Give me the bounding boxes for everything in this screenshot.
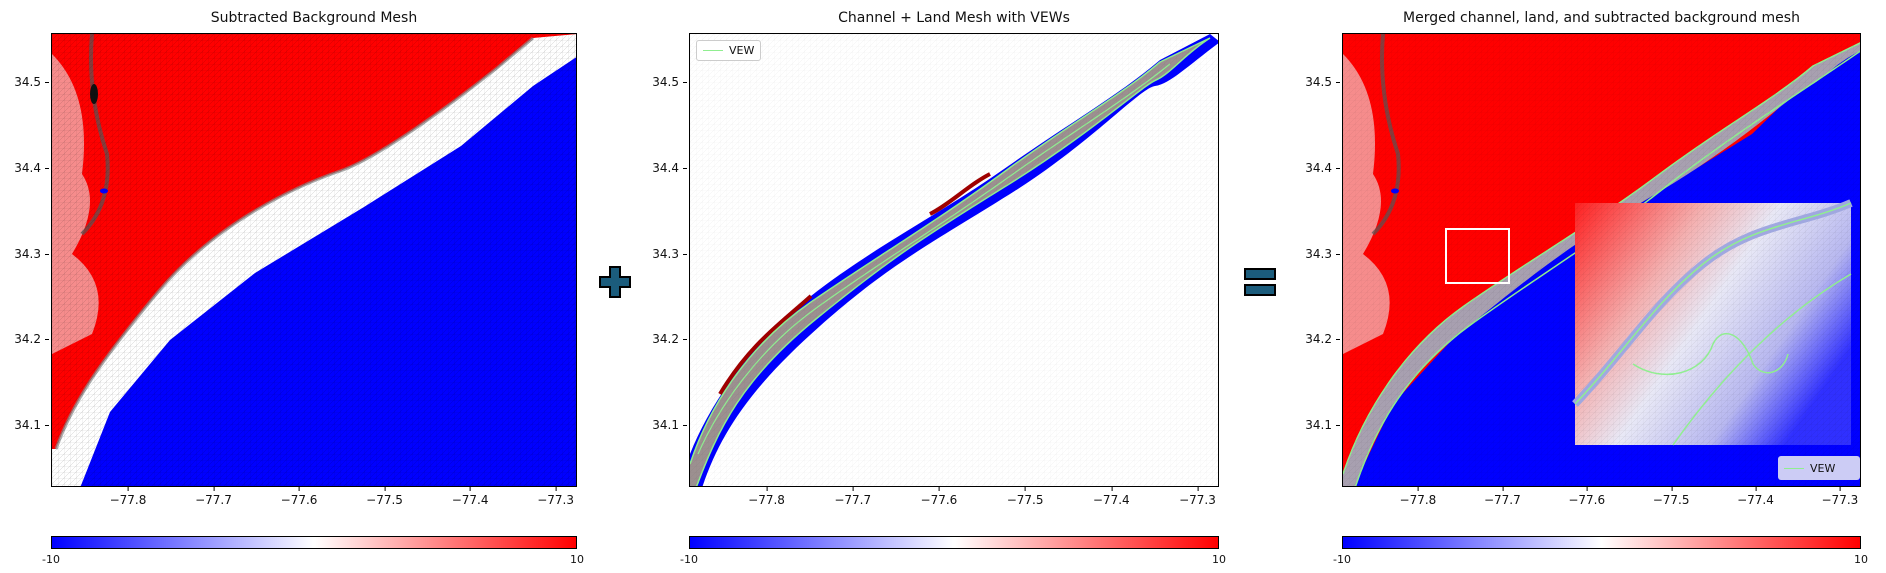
vew-line-swatch: [703, 50, 723, 51]
mesh-map: [690, 34, 1218, 486]
mesh-map: [1343, 34, 1860, 486]
colorbar-min-label: -10: [42, 553, 60, 566]
panel-title: Merged channel, land, and subtracted bac…: [1403, 10, 1800, 26]
y-tick-label: 34.5: [639, 75, 687, 89]
colorbar-min-label: -10: [680, 553, 698, 566]
y-tick-label: 34.4: [1, 161, 49, 175]
y-tick-label: 34.2: [1, 332, 49, 346]
x-tick-label: −77.4: [1737, 487, 1774, 507]
x-tick-label: −77.6: [920, 487, 958, 507]
y-tick-label: 34.1: [1, 418, 49, 432]
y-tick-label: 34.2: [639, 332, 687, 346]
legend: VEW: [696, 40, 762, 61]
x-tick-label: −77.7: [195, 487, 232, 507]
x-tick-label: −77.4: [451, 487, 489, 507]
x-tick-label: −77.6: [280, 487, 318, 507]
panel-background-mesh: Subtracted Background Mesh -10 10 −77.8 −…: [14, 0, 584, 573]
colorbar: [1342, 536, 1861, 549]
y-tick-label: 34.3: [1, 247, 49, 261]
mesh-map: [52, 34, 576, 486]
x-tick-label: −77.6: [1568, 487, 1606, 507]
x-tick-label: −77.7: [1483, 487, 1521, 507]
colorbar: [51, 536, 577, 549]
y-tick-label: 34.1: [639, 418, 687, 432]
vew-line-swatch: [1784, 467, 1804, 469]
y-tick-label: 34.3: [1292, 247, 1340, 261]
y-tick-label: 34.4: [1292, 161, 1340, 175]
y-tick-label: 34.5: [1292, 75, 1340, 89]
x-tick-label: −77.3: [1179, 487, 1216, 507]
colorbar-min-label: -10: [1333, 553, 1351, 566]
panel-title: Channel + Land Mesh with VEWs: [838, 10, 1070, 26]
panel-channel-land-mesh: Channel + Land Mesh with VEWs VEW -10 10…: [652, 0, 1226, 573]
x-tick-label: −77.5: [366, 487, 403, 507]
x-tick-label: −77.5: [1652, 487, 1690, 507]
legend-label: VEW: [729, 44, 755, 57]
y-tick-label: 34.4: [639, 161, 687, 175]
y-tick-label: 34.2: [1292, 332, 1340, 346]
x-tick-label: −77.5: [1006, 487, 1044, 507]
legend-label: VEW: [1810, 461, 1836, 475]
y-tick-label: 34.1: [1292, 418, 1340, 432]
panel-merged-mesh: Merged channel, land, and subtracted bac…: [1305, 0, 1868, 573]
x-tick-label: −77.4: [1092, 487, 1130, 507]
x-tick-label: −77.8: [109, 487, 147, 507]
colorbar-max-label: 10: [570, 553, 584, 566]
x-tick-label: −77.8: [1399, 487, 1437, 507]
x-tick-label: −77.3: [537, 487, 574, 507]
zoom-region-box: [1445, 228, 1510, 284]
colorbar: [689, 536, 1219, 549]
panel-title: Subtracted Background Mesh: [210, 10, 418, 26]
map-axes[interactable]: VEW: [1342, 33, 1861, 487]
colorbar-max-label: 10: [1212, 553, 1226, 566]
map-axes[interactable]: [51, 33, 577, 487]
colorbar-max-label: 10: [1854, 553, 1868, 566]
map-axes[interactable]: VEW: [689, 33, 1219, 487]
x-tick-label: −77.7: [834, 487, 872, 507]
y-tick-label: 34.5: [1, 75, 49, 89]
x-tick-label: −77.3: [1821, 487, 1859, 507]
legend: VEW: [1778, 456, 1860, 480]
plus-icon: [599, 266, 631, 298]
inset-map: [1572, 199, 1853, 446]
y-tick-label: 34.3: [639, 247, 687, 261]
x-tick-label: −77.8: [748, 487, 785, 507]
equals-icon: [1244, 268, 1276, 296]
